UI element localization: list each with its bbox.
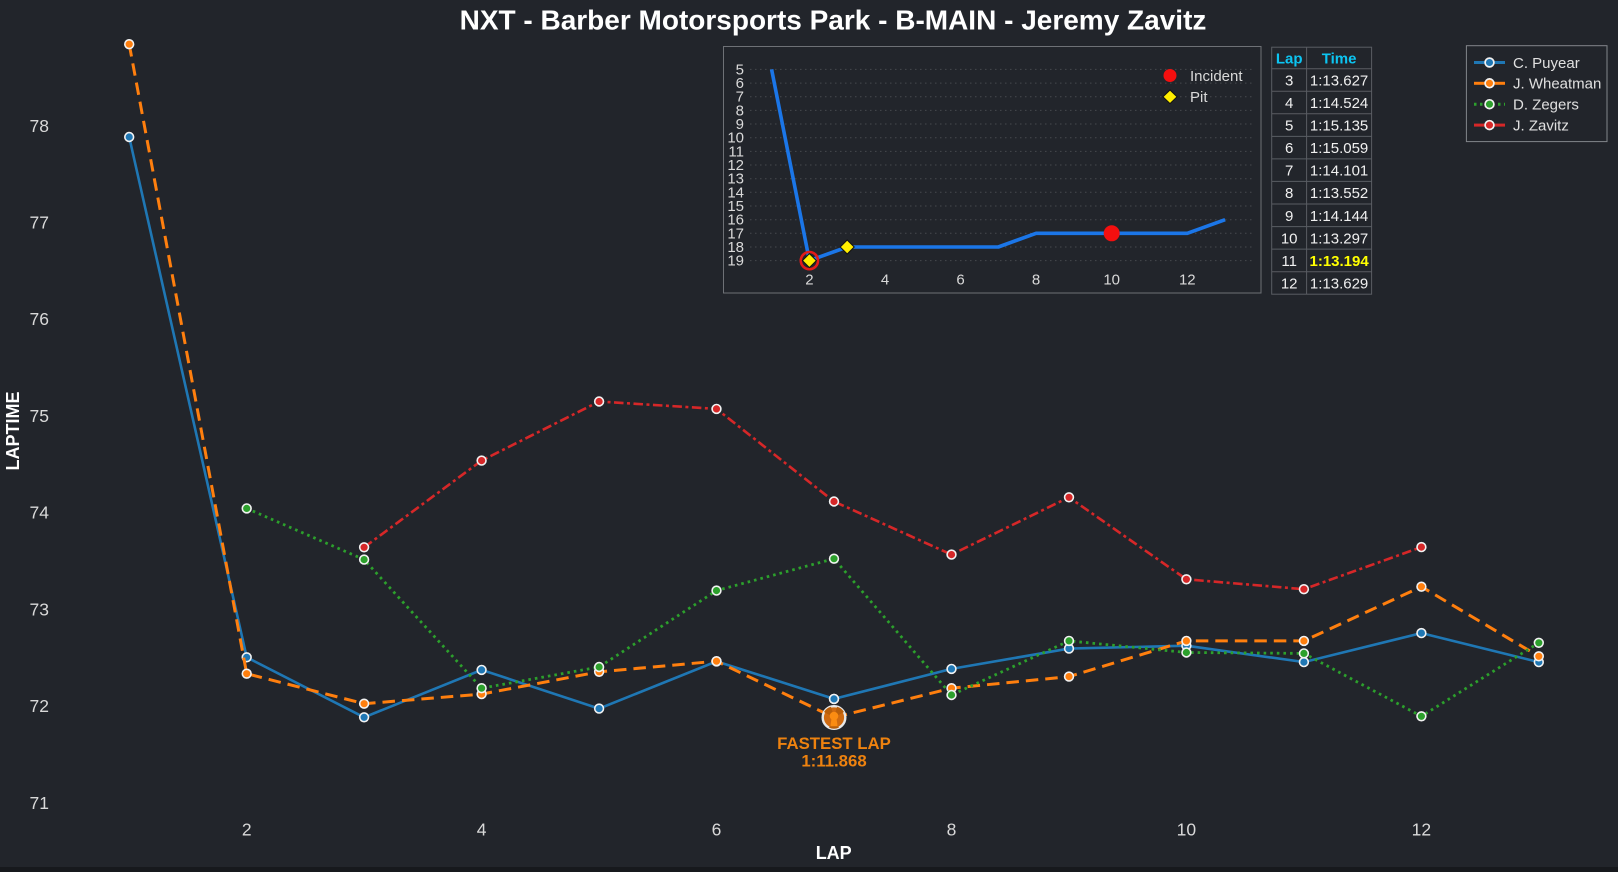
svg-text:1:13.552: 1:13.552 bbox=[1310, 185, 1368, 202]
svg-text:6: 6 bbox=[736, 75, 744, 92]
svg-text:10: 10 bbox=[1177, 820, 1197, 840]
svg-text:8: 8 bbox=[736, 102, 744, 119]
svg-text:Incident: Incident bbox=[1190, 68, 1243, 85]
svg-text:71: 71 bbox=[30, 793, 49, 813]
svg-text:Lap: Lap bbox=[1276, 51, 1303, 68]
svg-text:NXT - Barber Motorsports Park: NXT - Barber Motorsports Park - B-MAIN -… bbox=[460, 5, 1207, 36]
svg-text:Pit: Pit bbox=[1190, 89, 1208, 106]
svg-text:76: 76 bbox=[30, 309, 49, 329]
svg-text:J. Zavitz: J. Zavitz bbox=[1513, 117, 1569, 134]
svg-text:9: 9 bbox=[736, 116, 744, 133]
svg-text:1:14.101: 1:14.101 bbox=[1310, 163, 1368, 180]
svg-text:2: 2 bbox=[805, 272, 813, 289]
svg-text:74: 74 bbox=[30, 503, 50, 523]
svg-text:11: 11 bbox=[1281, 253, 1297, 270]
svg-text:11: 11 bbox=[728, 143, 744, 160]
svg-text:9: 9 bbox=[1285, 208, 1293, 225]
svg-text:13: 13 bbox=[727, 171, 744, 188]
svg-text:7: 7 bbox=[736, 89, 744, 106]
svg-text:77: 77 bbox=[30, 213, 49, 233]
svg-text:6: 6 bbox=[712, 820, 722, 840]
svg-text:17: 17 bbox=[727, 225, 744, 242]
svg-text:1:13.297: 1:13.297 bbox=[1310, 230, 1368, 247]
svg-text:1:15.135: 1:15.135 bbox=[1310, 118, 1368, 135]
svg-text:6: 6 bbox=[956, 272, 964, 289]
svg-text:5: 5 bbox=[736, 61, 744, 78]
svg-text:15: 15 bbox=[727, 198, 744, 215]
svg-text:78: 78 bbox=[30, 116, 49, 136]
svg-text:4: 4 bbox=[1285, 95, 1293, 112]
svg-text:73: 73 bbox=[30, 599, 49, 619]
svg-text:2: 2 bbox=[242, 820, 252, 840]
svg-text:C. Puyear: C. Puyear bbox=[1513, 55, 1580, 72]
svg-text:1:13.627: 1:13.627 bbox=[1310, 73, 1368, 90]
svg-text:Time: Time bbox=[1322, 51, 1357, 68]
svg-text:72: 72 bbox=[30, 696, 49, 716]
svg-text:75: 75 bbox=[30, 406, 49, 426]
svg-text:1:13.194: 1:13.194 bbox=[1309, 253, 1369, 270]
svg-text:6: 6 bbox=[1285, 140, 1293, 157]
svg-text:14: 14 bbox=[727, 184, 744, 201]
svg-text:FASTEST LAP: FASTEST LAP bbox=[777, 734, 891, 753]
svg-text:18: 18 bbox=[727, 239, 744, 256]
svg-text:1:11.868: 1:11.868 bbox=[801, 752, 866, 771]
svg-text:5: 5 bbox=[1285, 118, 1293, 135]
svg-text:D. Zegers: D. Zegers bbox=[1513, 97, 1579, 114]
svg-text:8: 8 bbox=[1032, 272, 1040, 289]
svg-text:4: 4 bbox=[881, 272, 889, 289]
svg-text:12: 12 bbox=[1412, 820, 1431, 840]
svg-text:16: 16 bbox=[727, 212, 744, 229]
svg-text:1:14.144: 1:14.144 bbox=[1310, 208, 1368, 225]
svg-text:10: 10 bbox=[1103, 272, 1120, 289]
svg-text:1:14.524: 1:14.524 bbox=[1310, 95, 1368, 112]
svg-text:4: 4 bbox=[477, 820, 487, 840]
svg-text:10: 10 bbox=[727, 130, 744, 147]
svg-text:LAP: LAP bbox=[816, 843, 852, 863]
svg-text:12: 12 bbox=[1179, 272, 1196, 289]
svg-text:1:15.059: 1:15.059 bbox=[1310, 140, 1368, 157]
svg-text:J. Wheatman: J. Wheatman bbox=[1513, 76, 1601, 93]
svg-text:12: 12 bbox=[1281, 275, 1298, 292]
svg-text:10: 10 bbox=[1281, 230, 1298, 247]
svg-text:12: 12 bbox=[727, 157, 744, 174]
svg-text:8: 8 bbox=[947, 820, 957, 840]
svg-text:8: 8 bbox=[1285, 185, 1293, 202]
svg-text:19: 19 bbox=[727, 253, 744, 270]
svg-text:1:13.629: 1:13.629 bbox=[1310, 275, 1368, 292]
svg-text:3: 3 bbox=[1285, 73, 1293, 90]
svg-text:LAPTIME: LAPTIME bbox=[3, 392, 23, 471]
svg-text:7: 7 bbox=[1285, 163, 1293, 180]
